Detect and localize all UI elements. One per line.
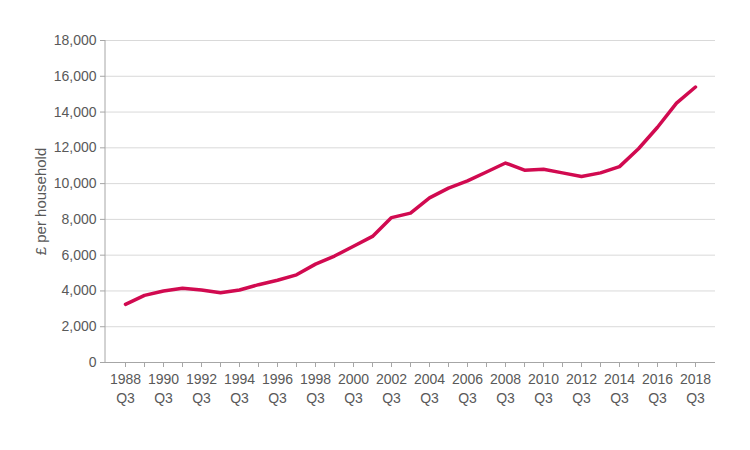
svg-text:2016Q3: 2016Q3 <box>642 371 673 405</box>
svg-text:2012Q3: 2012Q3 <box>566 371 597 405</box>
svg-text:2014Q3: 2014Q3 <box>604 371 635 405</box>
svg-text:2000Q3: 2000Q3 <box>338 371 369 405</box>
svg-text:2018Q3: 2018Q3 <box>680 371 711 405</box>
svg-text:12,000: 12,000 <box>54 139 97 155</box>
svg-text:0: 0 <box>89 354 97 370</box>
svg-text:2008Q3: 2008Q3 <box>490 371 521 405</box>
svg-text:10,000: 10,000 <box>54 175 97 191</box>
svg-text:1990Q3: 1990Q3 <box>148 371 179 405</box>
svg-text:4,000: 4,000 <box>61 282 96 298</box>
svg-text:16,000: 16,000 <box>54 68 97 84</box>
svg-text:14,000: 14,000 <box>54 104 97 120</box>
svg-text:18,000: 18,000 <box>54 32 97 48</box>
svg-text:£ per household: £ per household <box>32 148 49 256</box>
svg-text:8,000: 8,000 <box>61 211 96 227</box>
svg-text:2010Q3: 2010Q3 <box>528 371 559 405</box>
svg-text:2,000: 2,000 <box>61 318 96 334</box>
svg-text:6,000: 6,000 <box>61 247 96 263</box>
svg-text:1996Q3: 1996Q3 <box>262 371 293 405</box>
svg-text:1992Q3: 1992Q3 <box>186 371 217 405</box>
svg-text:1988Q3: 1988Q3 <box>110 371 141 405</box>
svg-text:1994Q3: 1994Q3 <box>224 371 255 405</box>
svg-text:2004Q3: 2004Q3 <box>414 371 445 405</box>
svg-text:2002Q3: 2002Q3 <box>376 371 407 405</box>
svg-text:1998Q3: 1998Q3 <box>300 371 331 405</box>
svg-text:2006Q3: 2006Q3 <box>452 371 483 405</box>
